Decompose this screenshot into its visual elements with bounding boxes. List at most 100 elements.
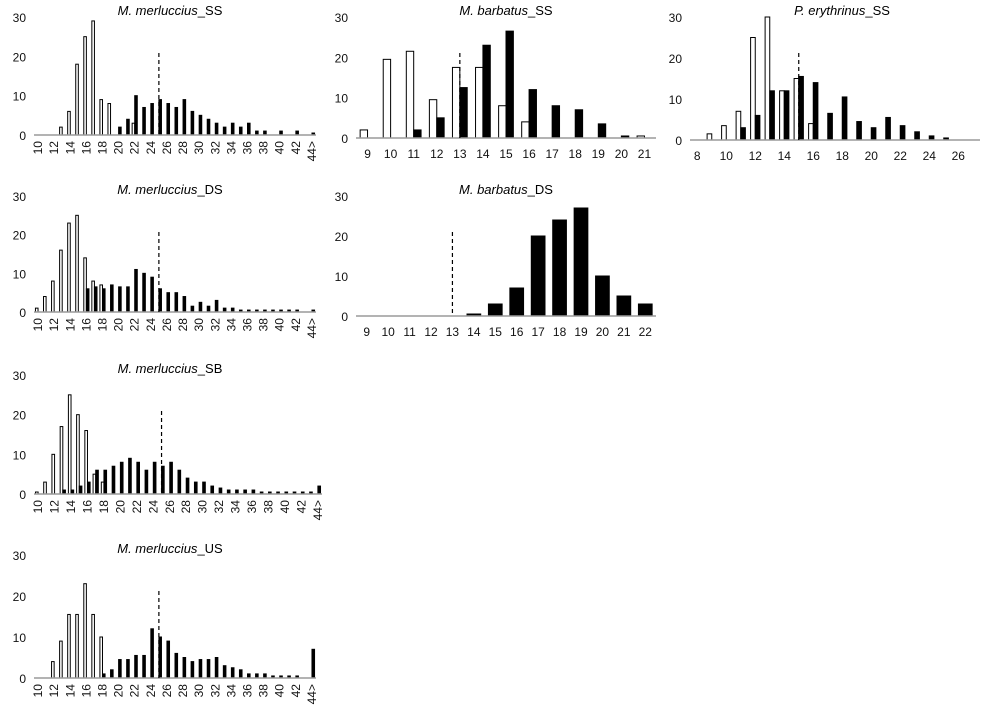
- x-tick-label: 19: [574, 325, 588, 339]
- x-tick-label: 12: [47, 318, 61, 332]
- bar-filled: [198, 301, 203, 313]
- bar-open: [76, 414, 80, 495]
- bar-filled: [238, 669, 243, 679]
- bar-filled: [134, 95, 138, 136]
- x-tick-label: 34: [224, 684, 238, 698]
- y-tick-label: 10: [335, 270, 349, 284]
- bar-filled: [505, 30, 514, 139]
- panel-title-site: _SS: [527, 3, 553, 18]
- x-tick-label: 32: [212, 500, 226, 514]
- panel-title: M. merluccius_SS: [118, 3, 223, 18]
- y-tick-label: 0: [675, 134, 682, 148]
- x-tick-label: 12: [430, 147, 444, 161]
- x-tick-label: 34: [224, 141, 238, 155]
- x-tick-label: 10: [381, 325, 395, 339]
- bar-filled: [144, 469, 149, 495]
- bar-filled: [238, 126, 243, 136]
- x-tick-label: 13: [446, 325, 460, 339]
- bar-filled: [597, 123, 607, 139]
- bar-filled: [126, 286, 130, 313]
- bar-filled: [166, 640, 171, 679]
- x-tick-label: 24: [144, 684, 158, 698]
- bar-open: [67, 110, 71, 136]
- panel-title: M. merluccius_DS: [117, 182, 223, 197]
- x-tick-label: 24: [144, 318, 158, 332]
- panel-title-species: M. barbatus: [459, 182, 528, 197]
- panel-title-site: _DS: [196, 182, 223, 197]
- panel-title-species: M. merluccius: [117, 541, 198, 556]
- bar-filled: [126, 659, 130, 679]
- x-tick-label: 22: [894, 149, 908, 163]
- x-tick-label: 32: [208, 684, 222, 698]
- bar-open: [808, 123, 814, 141]
- x-tick-label: 16: [522, 147, 536, 161]
- x-tick-label: 12: [47, 684, 61, 698]
- bar-open: [83, 36, 87, 136]
- y-tick-label: 10: [669, 93, 683, 107]
- x-tick-label: 10: [384, 147, 398, 161]
- x-tick-label: 20: [112, 141, 126, 155]
- panel-title: P. erythrinus_SS: [794, 3, 890, 18]
- y-tick-label: 20: [13, 409, 27, 423]
- x-tick-label: 24: [144, 141, 158, 155]
- x-tick-label: 22: [639, 325, 653, 339]
- y-tick-label: 30: [13, 11, 27, 25]
- x-tick-label: 18: [553, 325, 567, 339]
- x-tick-label: 38: [257, 684, 271, 698]
- x-tick-label: 20: [615, 147, 629, 161]
- panel-5: M. barbatus_DS 0 10 20 30 9 10 11 12 13 14 15 16 17 18…: [335, 182, 656, 339]
- bar-filled: [152, 461, 157, 495]
- bar-open: [75, 214, 79, 313]
- x-tick-label: 42: [294, 500, 308, 514]
- x-tick-label: 40: [273, 684, 287, 698]
- x-tick-label: 22: [128, 141, 142, 155]
- x-tick-label: 10: [720, 149, 734, 163]
- panel-title-site: _SB: [197, 361, 223, 376]
- bar-filled: [573, 207, 589, 317]
- panel-title: M. barbatus_DS: [459, 182, 553, 197]
- y-tick-label: 20: [335, 51, 349, 65]
- y-tick-label: 30: [13, 369, 27, 383]
- x-tick-label: 20: [865, 149, 879, 163]
- panel-title-species: M. merluccius: [118, 361, 199, 376]
- bar-filled: [740, 127, 746, 141]
- bar-filled: [177, 469, 182, 495]
- x-tick-label: 14: [467, 325, 481, 339]
- bar-filled: [136, 461, 140, 495]
- bar-filled: [150, 628, 154, 679]
- x-tick-label: 22: [128, 318, 142, 332]
- panel-title-site: _SS: [197, 3, 223, 18]
- bar-filled: [551, 105, 561, 139]
- bar-filled: [166, 292, 171, 313]
- bar-filled: [222, 126, 227, 136]
- panel-title-species: M. merluccius: [117, 182, 198, 197]
- bar-open: [405, 50, 415, 139]
- bar-filled: [214, 299, 219, 313]
- y-tick-label: 20: [13, 229, 27, 243]
- x-tick-label: 18: [836, 149, 850, 163]
- bar-filled: [459, 87, 468, 139]
- x-tick-label: 30: [192, 318, 206, 332]
- panel-title-site: _DS: [527, 182, 554, 197]
- bar-filled: [841, 96, 848, 141]
- x-tick-label: 20: [596, 325, 610, 339]
- bar-filled: [616, 295, 632, 317]
- x-tick-label: 28: [176, 684, 190, 698]
- y-tick-label: 0: [19, 488, 26, 502]
- y-tick-label: 0: [19, 672, 26, 686]
- y-tick-label: 30: [13, 549, 27, 563]
- bar-filled: [595, 275, 610, 317]
- bar-filled: [914, 131, 920, 141]
- x-tick-label: 44>: [311, 500, 325, 520]
- bar-filled: [174, 106, 179, 136]
- x-tick-label: 9: [363, 325, 370, 339]
- bar-filled: [86, 481, 91, 495]
- bar-open: [67, 613, 71, 679]
- bar-filled: [198, 114, 203, 136]
- x-tick-label: 26: [163, 500, 177, 514]
- x-tick-label: 20: [113, 500, 127, 514]
- bar-filled: [528, 89, 537, 139]
- bar-filled: [169, 461, 173, 495]
